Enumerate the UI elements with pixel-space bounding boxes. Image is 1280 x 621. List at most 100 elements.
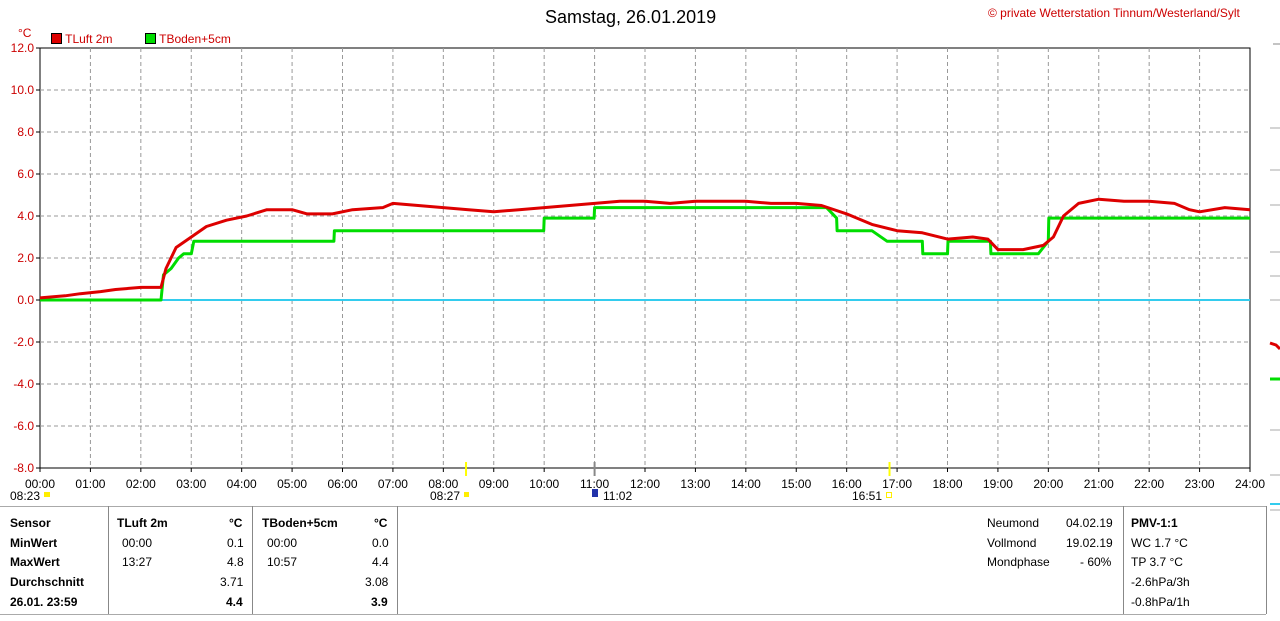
legend-tboden-swatch xyxy=(145,33,156,44)
row-label-max: MaxWert xyxy=(10,555,60,569)
tboden-max-val: 4.4 xyxy=(372,555,389,569)
tboden-min-val: 0.0 xyxy=(372,536,389,550)
x-tick-label: 21:00 xyxy=(1084,477,1114,491)
x-tick-label: 14:00 xyxy=(731,477,761,491)
x-tick-label: 11:00 xyxy=(580,477,609,491)
x-tick-label: 05:00 xyxy=(277,477,307,491)
x-tick-label: 16:00 xyxy=(832,477,862,491)
series-tboden-line xyxy=(40,206,1250,302)
x-tick-label: 18:00 xyxy=(932,477,962,491)
tboden-unit: °C xyxy=(374,516,388,530)
table-divider-4 xyxy=(1123,506,1124,614)
row-label-current: 26.01. 23:59 xyxy=(10,595,78,609)
moon-label-new: Neumond xyxy=(987,516,1040,530)
tluft-max-time: 13:27 xyxy=(122,555,153,569)
x-axis-ticks: 00:00 01:00 02:00 03:00 04:00 05:00 06:00 07:00… xyxy=(25,462,1265,491)
row-label-min: MinWert xyxy=(10,536,58,550)
table-divider-2 xyxy=(252,506,253,614)
y-tick-label: -4.0 xyxy=(13,377,34,391)
tboden-min-time: 00:00 xyxy=(267,536,298,550)
moon-value-full: 19.02.19 xyxy=(1066,536,1113,550)
table-divider-3 xyxy=(397,506,398,614)
table-divider-5 xyxy=(1266,506,1267,614)
x-tick-label: 20:00 xyxy=(1033,477,1063,491)
moon-label-phase: Mondphase xyxy=(987,555,1050,569)
x-tick-label: 00:00 xyxy=(25,477,55,491)
sunset-time: 16:51 xyxy=(852,489,883,503)
series-tluft-line xyxy=(39,197,1251,300)
tboden-max-time: 10:57 xyxy=(267,555,298,569)
right-tluft-mark xyxy=(1269,341,1280,351)
pmv-line-4: -0.8hPa/1h xyxy=(1131,595,1190,609)
legend-tboden-label: TBoden+5cm xyxy=(159,32,231,46)
y-tick-label: -8.0 xyxy=(13,461,34,475)
pmv-line-2: TP 3.7 °C xyxy=(1131,555,1183,569)
table-bottom-border xyxy=(0,614,1266,615)
y-tick-label: -6.0 xyxy=(13,419,34,433)
y-tick-label: 12.0 xyxy=(11,41,35,55)
tluft-header: TLuft 2m xyxy=(117,516,168,530)
pmv-line-3: -2.6hPa/3h xyxy=(1131,575,1190,589)
copyright-text: © private Wetterstation Tinnum/Westerlan… xyxy=(988,6,1240,20)
table-divider-1 xyxy=(108,506,109,614)
moon-time: 11:02 xyxy=(603,489,633,503)
x-tick-label: 23:00 xyxy=(1185,477,1215,491)
x-tick-label: 09:00 xyxy=(479,477,509,491)
legend-tboden: TBoden+5cm xyxy=(145,32,231,46)
x-tick-label: 06:00 xyxy=(327,477,357,491)
row-label-avg: Durchschnitt xyxy=(10,575,85,589)
x-tick-label: 12:00 xyxy=(630,477,660,491)
moon-icon xyxy=(592,489,598,497)
tluft-min-val: 0.1 xyxy=(227,536,244,550)
x-tick-label: 15:00 xyxy=(781,477,811,491)
moon-value-new: 04.02.19 xyxy=(1066,516,1113,530)
tluft-min-time: 00:00 xyxy=(122,536,153,550)
x-tick-label: 02:00 xyxy=(126,477,156,491)
y-tick-label: 4.0 xyxy=(17,209,34,223)
tluft-max-val: 4.8 xyxy=(227,555,244,569)
sunrise2-time: 08:27 xyxy=(430,489,461,503)
y-tick-label: 10.0 xyxy=(11,83,35,97)
tluft-avg: 3.71 xyxy=(220,575,244,589)
y-tick-label: 8.0 xyxy=(17,125,34,139)
y-axis-ticks: 12.0 10.0 8.0 6.0 4.0 2.0 0.0 -2.0 -4.0 -6.0 -8.0 xyxy=(11,41,40,475)
tboden-avg: 3.08 xyxy=(365,575,389,589)
table-top-border xyxy=(0,506,1266,507)
sun-icon xyxy=(464,492,469,497)
x-tick-label: 19:00 xyxy=(983,477,1013,491)
tluft-current: 4.4 xyxy=(226,595,243,609)
y-tick-label: -2.0 xyxy=(13,335,34,349)
x-tick-label: 08:00 xyxy=(428,477,458,491)
legend-tluft-label: TLuft 2m xyxy=(65,32,113,46)
sunrise-icon xyxy=(44,492,50,497)
sunset-icon xyxy=(886,492,892,498)
legend-tluft-swatch xyxy=(51,33,62,44)
pmv-line-1: WC 1.7 °C xyxy=(1131,536,1188,550)
x-tick-label: 24:00 xyxy=(1235,477,1265,491)
y-tick-label: 0.0 xyxy=(17,293,34,307)
tboden-current: 3.9 xyxy=(371,595,388,609)
moon-label-full: Vollmond xyxy=(987,536,1037,550)
x-tick-label: 17:00 xyxy=(882,477,912,491)
x-tick-label: 22:00 xyxy=(1134,477,1164,491)
x-tick-label: 04:00 xyxy=(227,477,257,491)
x-tick-label: 10:00 xyxy=(529,477,559,491)
legend-tluft: TLuft 2m xyxy=(51,32,112,46)
moon-value-phase: - 60% xyxy=(1080,555,1112,569)
x-tick-label: 13:00 xyxy=(680,477,710,491)
chart-grid xyxy=(39,47,1251,469)
tluft-unit: °C xyxy=(229,516,243,530)
chart-title: Samstag, 26.01.2019 xyxy=(545,7,717,27)
sunrise-time: 08:23 xyxy=(10,489,41,503)
y-tick-label: 2.0 xyxy=(17,251,34,265)
x-tick-label: 07:00 xyxy=(378,477,408,491)
y-tick-label: 6.0 xyxy=(17,167,34,181)
sensor-header: Sensor xyxy=(10,516,51,530)
pmv-header: PMV-1:1 xyxy=(1131,516,1178,530)
x-tick-label: 03:00 xyxy=(176,477,206,491)
tboden-header: TBoden+5cm xyxy=(262,516,338,530)
chart-series xyxy=(39,197,1251,302)
y-axis-unit: °C xyxy=(18,26,32,40)
x-tick-label: 01:00 xyxy=(75,477,105,491)
